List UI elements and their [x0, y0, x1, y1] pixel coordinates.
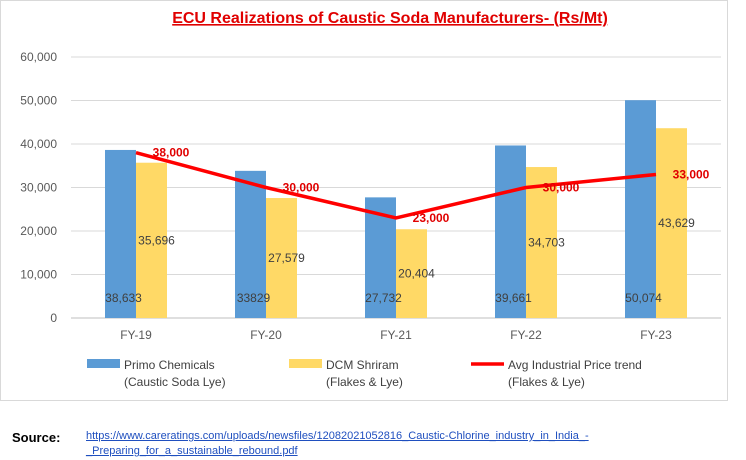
chart-frame: ECU Realizations of Caustic Soda Manufac…: [0, 0, 728, 401]
bar-label-primo: 50,074: [625, 291, 662, 305]
legend-label: DCM Shriram: [326, 358, 399, 372]
y-tick-label: 40,000: [20, 137, 57, 151]
bar-label-dcm: 43,629: [658, 216, 695, 230]
line-label-avg-price: 23,000: [413, 211, 450, 225]
legend-label: (Flakes & Lye): [326, 375, 403, 389]
y-tick-label: 10,000: [20, 268, 57, 282]
y-tick-label: 30,000: [20, 181, 57, 195]
bar-dcm: [656, 128, 687, 318]
source-url-line-2[interactable]: _Preparing_for_a_sustainable_rebound.pdf: [86, 445, 298, 457]
source-link[interactable]: https://www.careratings.com/uploads/news…: [86, 429, 646, 459]
y-tick-label: 0: [50, 311, 57, 325]
legend-label: (Flakes & Lye): [508, 375, 585, 389]
y-tick-label: 50,000: [20, 94, 57, 108]
chart-title: ECU Realizations of Caustic Soda Manufac…: [172, 10, 608, 27]
chart-svg: ECU Realizations of Caustic Soda Manufac…: [20, 10, 721, 389]
x-tick-label: FY-20: [250, 328, 282, 342]
legend-label: Primo Chemicals: [124, 358, 215, 372]
legend-swatch-dcm: [289, 359, 322, 368]
x-tick-label: FY-23: [640, 328, 672, 342]
line-label-avg-price: 33,000: [673, 167, 710, 181]
bar-primo: [495, 145, 526, 318]
line-avg-price: [135, 151, 657, 220]
x-tick-label: FY-19: [120, 328, 152, 342]
bar-dcm: [396, 229, 427, 318]
bar-label-dcm: 34,703: [528, 236, 565, 250]
y-tick-label: 60,000: [20, 50, 57, 64]
y-tick-label: 20,000: [20, 224, 57, 238]
bar-dcm: [526, 167, 557, 318]
bar-label-primo: 33829: [237, 291, 271, 305]
source-url-line-1[interactable]: https://www.careratings.com/uploads/news…: [86, 430, 589, 442]
bar-label-dcm: 35,696: [138, 233, 175, 247]
legend-swatch-primo: [87, 359, 120, 368]
bar-primo: [105, 149, 136, 318]
line-label-avg-price: 30,000: [543, 181, 580, 195]
bar-label-primo: 39,661: [495, 291, 532, 305]
x-tick-label: FY-22: [510, 328, 542, 342]
bar-primo: [235, 170, 266, 318]
legend-label: (Caustic Soda Lye): [124, 375, 226, 389]
bar-label-dcm: 27,579: [268, 251, 305, 265]
line-label-avg-price: 38,000: [153, 146, 190, 160]
line-label-avg-price: 30,000: [283, 181, 320, 195]
bar-label-dcm: 20,404: [398, 267, 435, 281]
bar-dcm: [136, 162, 167, 318]
source-label: Source:: [12, 430, 61, 445]
bar-label-primo: 27,732: [365, 291, 402, 305]
x-tick-label: FY-21: [380, 328, 412, 342]
legend-label: Avg Industrial Price trend: [508, 358, 642, 372]
bar-dcm: [266, 198, 297, 318]
bar-label-primo: 38,633: [105, 291, 142, 305]
bar-primo: [625, 100, 656, 318]
